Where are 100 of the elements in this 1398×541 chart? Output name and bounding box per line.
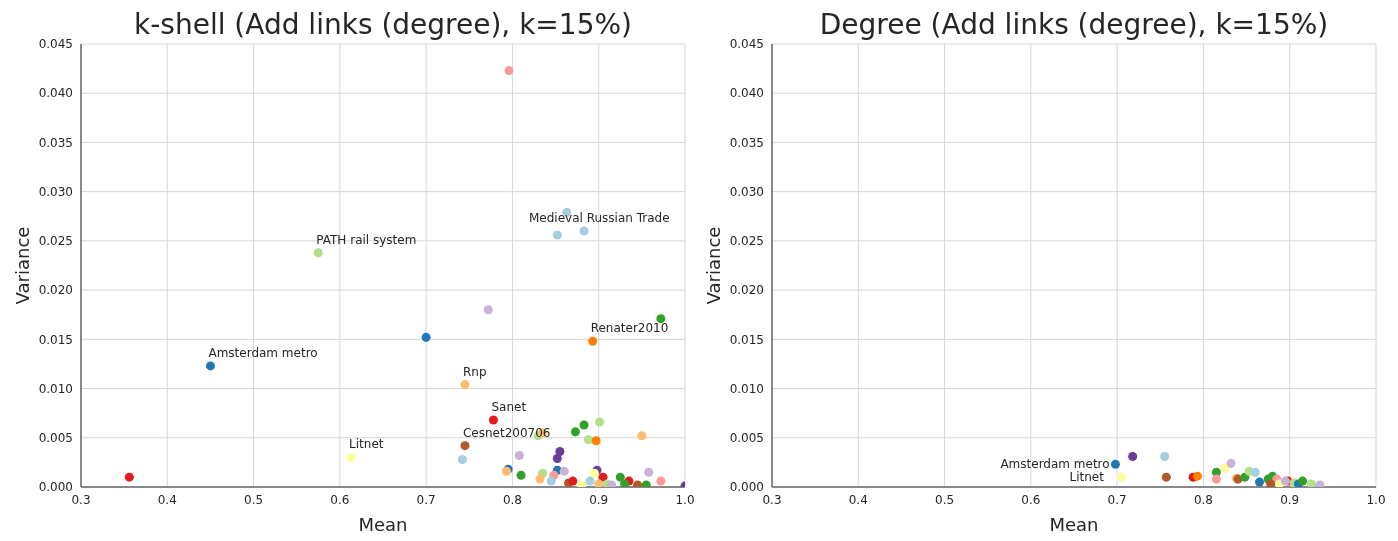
- point: [1298, 476, 1308, 486]
- point: [583, 435, 593, 445]
- point: [1211, 474, 1221, 484]
- annotation: Medieval Russian Trade: [529, 211, 670, 226]
- x-tick-label: 0.3: [71, 492, 91, 507]
- y-tick-label: 0.000: [729, 480, 764, 495]
- y-tick-label: 0.025: [38, 234, 73, 249]
- x-tick-label: 1.0: [1366, 492, 1386, 507]
- y-tick-label: 0.040: [38, 86, 73, 101]
- point: [535, 474, 545, 484]
- annotation: Rnp: [462, 364, 487, 379]
- point: [1220, 463, 1230, 473]
- point: [1161, 472, 1171, 482]
- point: [514, 450, 524, 460]
- annotation: Amsterdam metro: [208, 345, 318, 360]
- x-tick-label: 0.5: [935, 492, 955, 507]
- point: [457, 454, 467, 464]
- point: [460, 441, 470, 451]
- y-tick-label: 0.040: [729, 86, 764, 101]
- point: [205, 361, 215, 371]
- point: [591, 436, 601, 446]
- point: [598, 472, 608, 482]
- point: [656, 314, 666, 324]
- annotation: Amsterdam metro: [1000, 457, 1110, 472]
- point: [576, 480, 586, 487]
- point: [594, 479, 604, 487]
- point: [595, 417, 605, 427]
- y-tick-label: 0.045: [38, 37, 73, 52]
- point: [313, 248, 323, 258]
- y-tick-label: 0.015: [38, 332, 73, 347]
- x-tick-label: 0.4: [848, 492, 868, 507]
- x-tick-label: 0.5: [244, 492, 264, 507]
- point: [637, 431, 647, 441]
- annotation: PATH rail system: [316, 232, 417, 247]
- point: [1128, 451, 1138, 461]
- point: [1255, 477, 1265, 487]
- point: [641, 480, 651, 487]
- x-tick-label: 0.8: [502, 492, 522, 507]
- point: [346, 452, 356, 462]
- point: [488, 415, 498, 425]
- point: [588, 336, 598, 346]
- point: [1110, 459, 1120, 469]
- y-axis-title: Variance: [703, 226, 725, 305]
- point: [1250, 467, 1260, 477]
- point: [633, 480, 643, 487]
- point: [570, 427, 580, 437]
- point: [483, 305, 493, 315]
- y-tick-label: 0.030: [729, 184, 764, 199]
- y-tick-label: 0.010: [729, 381, 764, 396]
- point: [1226, 458, 1236, 468]
- y-tick-label: 0.035: [729, 135, 764, 150]
- x-tick-label: 0.7: [1107, 492, 1127, 507]
- point: [1116, 472, 1126, 482]
- point: [1192, 471, 1202, 481]
- y-tick-label: 0.045: [729, 37, 764, 52]
- point: [579, 226, 589, 236]
- point: [1306, 479, 1316, 487]
- y-tick-label: 0.015: [729, 332, 764, 347]
- x-tick-label: 0.4: [157, 492, 177, 507]
- annotation: Sanet: [491, 400, 527, 415]
- point: [124, 472, 134, 482]
- annotation: Litnet: [349, 437, 384, 452]
- chart-title: Degree (Add links (degree), k=15%): [818, 8, 1330, 41]
- annotation: Litnet: [1069, 470, 1105, 485]
- y-tick-label: 0.030: [38, 184, 73, 199]
- point: [421, 332, 431, 342]
- x-tick-label: 0.8: [1193, 492, 1213, 507]
- y-tick-label: 0.035: [38, 135, 73, 150]
- point: [1160, 451, 1170, 461]
- point: [516, 470, 526, 480]
- y-tick-label: 0.005: [729, 431, 764, 446]
- y-tick-label: 0.020: [38, 283, 73, 298]
- x-tick-label: 0.6: [1021, 492, 1041, 507]
- point: [460, 380, 470, 390]
- point: [620, 479, 630, 487]
- point: [559, 466, 569, 476]
- point: [1315, 480, 1325, 487]
- point: [644, 467, 654, 477]
- y-tick-label: 0.000: [38, 480, 73, 495]
- point: [546, 476, 556, 486]
- y-tick-label: 0.020: [729, 283, 764, 298]
- x-tick-label: 0.9: [1280, 492, 1300, 507]
- point: [579, 420, 589, 430]
- point: [552, 453, 562, 463]
- chart-title: k-shell (Add links (degree), k=15%): [133, 8, 633, 41]
- point: [1266, 479, 1276, 487]
- point: [607, 480, 617, 487]
- point: [656, 476, 666, 486]
- annotation: Renater2010: [590, 321, 669, 336]
- point: [585, 476, 595, 486]
- x-tick-label: 0.6: [330, 492, 350, 507]
- x-tick-label: 0.3: [762, 492, 782, 507]
- x-axis-title: Mean: [1049, 514, 1099, 535]
- y-axis-title: Variance: [12, 226, 34, 305]
- point: [504, 66, 514, 76]
- y-tick-label: 0.025: [729, 234, 764, 249]
- x-axis-title: Mean: [358, 514, 408, 535]
- x-tick-label: 0.9: [589, 492, 609, 507]
- y-tick-label: 0.010: [38, 381, 73, 396]
- point: [568, 476, 578, 486]
